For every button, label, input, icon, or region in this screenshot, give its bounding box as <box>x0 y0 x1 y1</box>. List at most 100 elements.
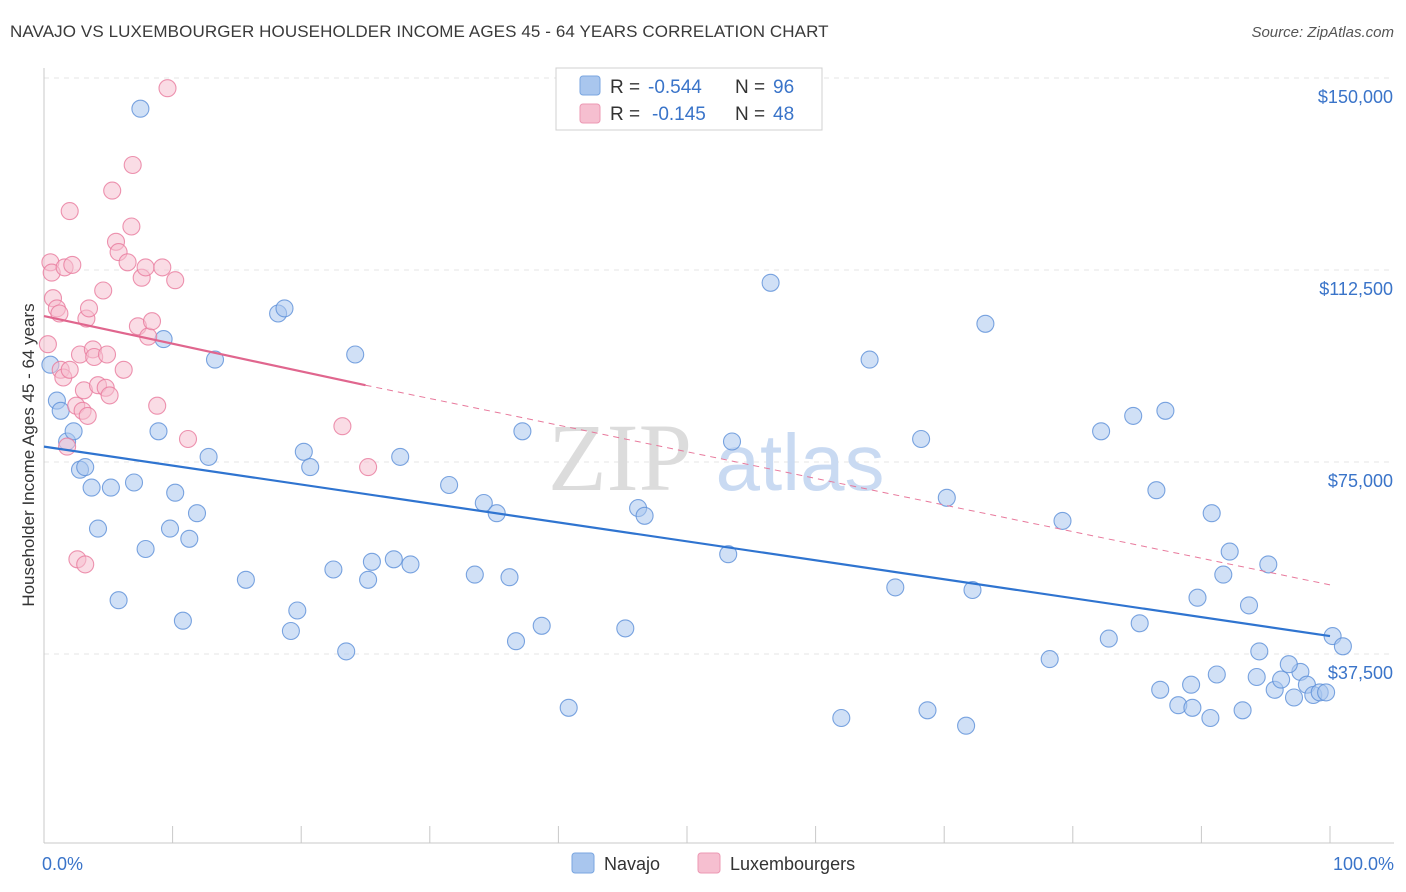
navajo-point-91 <box>1333 637 1352 656</box>
navajo-point-57 <box>918 701 937 720</box>
navajo-point-55 <box>886 578 905 597</box>
navajo-point-26 <box>281 621 300 641</box>
lux-point-46 <box>359 458 378 477</box>
lux-point-47 <box>60 202 79 221</box>
navajo-point-46 <box>559 698 578 717</box>
legend-n-label-navajo: N = <box>735 77 765 98</box>
navajo-point-54 <box>860 350 879 369</box>
navajo-point-72 <box>1188 588 1207 607</box>
navajo-point-76 <box>1214 565 1233 584</box>
gridlines <box>44 77 1394 655</box>
lux-point-27 <box>100 386 119 405</box>
lux-point-20 <box>79 299 99 318</box>
navajo-point-45 <box>532 616 551 635</box>
y-tick-label-1: $75,000 <box>1328 471 1393 491</box>
axes <box>43 68 1394 844</box>
navajo-point-36 <box>391 447 410 466</box>
navajo-point-35 <box>384 550 403 569</box>
navajo-point-52 <box>761 273 780 292</box>
navajo-point-19 <box>180 529 199 548</box>
navajo-point-56 <box>912 429 931 449</box>
navajo-point-27 <box>288 601 307 620</box>
series-legend: Navajo Luxembourgers <box>571 852 855 874</box>
trend-lines <box>43 315 1331 638</box>
lux-point-45 <box>333 417 352 436</box>
lux-point-10 <box>60 360 79 379</box>
navajo-point-49 <box>635 506 654 525</box>
navajo-point-71 <box>1182 675 1201 694</box>
navajo-point-43 <box>506 632 526 651</box>
lux-point-37 <box>136 258 155 277</box>
navajo-point-37 <box>401 555 420 574</box>
navajo-point-81 <box>1259 555 1278 574</box>
legend-swatch-lux <box>579 103 601 124</box>
navajo-point-53 <box>832 708 851 728</box>
navajo-point-28 <box>294 442 313 461</box>
lux-point-33 <box>122 217 141 236</box>
navajo-point-10 <box>109 591 128 610</box>
navajo-point-39 <box>465 565 484 584</box>
lux-point-31 <box>114 360 133 379</box>
navajo-point-79 <box>1239 596 1259 615</box>
lux-point-26 <box>97 345 117 364</box>
navajo-point-34 <box>362 552 381 571</box>
navajo-point-7 <box>82 478 101 497</box>
navajo-point-58 <box>937 488 956 507</box>
stats-legend: R = -0.544 N = 96 R = -0.145 N = 48 <box>555 67 823 131</box>
navajo-point-29 <box>301 458 320 477</box>
series-legend-swatch-navajo <box>571 852 595 874</box>
legend-swatch-navajo <box>579 75 601 96</box>
lux-trend-line <box>43 315 366 387</box>
navajo-point-65 <box>1099 629 1118 648</box>
navajo-point-38 <box>440 475 459 495</box>
navajo-point-84 <box>1284 688 1304 707</box>
navajo-point-92 <box>1279 655 1298 674</box>
navajo-point-77 <box>1220 542 1239 561</box>
navajo-point-17 <box>166 483 185 502</box>
navajo-point-30 <box>324 560 343 579</box>
x-tick-label-0: 0.0% <box>42 854 83 874</box>
chart-title: NAVAJO VS LUXEMBOURGER HOUSEHOLDER INCOM… <box>10 22 829 41</box>
chart-source: Source: ZipAtlas.com <box>1251 24 1394 41</box>
navajo-point-11 <box>124 473 144 492</box>
navajo-point-15 <box>154 330 173 349</box>
navajo-point-94 <box>1183 698 1202 717</box>
navajo-point-23 <box>236 570 255 589</box>
lux-point-32 <box>118 253 137 272</box>
lux-point-9 <box>58 437 77 456</box>
navajo-point-16 <box>160 519 180 538</box>
navajo-point-74 <box>1202 504 1221 523</box>
navajo-point-69 <box>1156 401 1175 420</box>
navajo-point-75 <box>1207 665 1226 684</box>
navajo-point-61 <box>976 314 995 333</box>
lux-point-41 <box>153 258 172 277</box>
navajo-point-89 <box>1317 683 1336 702</box>
watermark-atlas: atlas <box>716 418 885 507</box>
navajo-point-9 <box>101 478 120 497</box>
legend-r-value-lux: -0.145 <box>652 104 706 125</box>
navajo-point-12 <box>131 99 150 118</box>
navajo-point-18 <box>173 611 192 630</box>
legend-n-value-navajo: 96 <box>773 77 794 98</box>
navajo-point-50 <box>719 545 738 564</box>
series-legend-label-navajo: Navajo <box>604 854 660 874</box>
navajo-point-13 <box>136 539 155 559</box>
navajo-point-6 <box>76 458 95 477</box>
navajo-point-60 <box>963 580 982 600</box>
lux-point-44 <box>178 429 198 449</box>
navajo-point-51 <box>722 432 742 451</box>
lux-point-11 <box>63 255 82 274</box>
navajo-point-67 <box>1130 614 1149 633</box>
navajo-point-32 <box>346 345 365 364</box>
lux-point-34 <box>123 155 142 175</box>
navajo-point-63 <box>1053 511 1072 530</box>
navajo-point-64 <box>1092 422 1111 441</box>
navajo-point-68 <box>1147 481 1166 500</box>
lux-point-0 <box>38 335 57 354</box>
legend-r-label-navajo: R = <box>610 77 640 98</box>
navajo-trend-line <box>43 445 1331 638</box>
y-axis-label: Householder Income Ages 45 - 64 years <box>19 303 38 606</box>
lux-point-17 <box>76 555 95 574</box>
navajo-point-78 <box>1233 701 1252 720</box>
